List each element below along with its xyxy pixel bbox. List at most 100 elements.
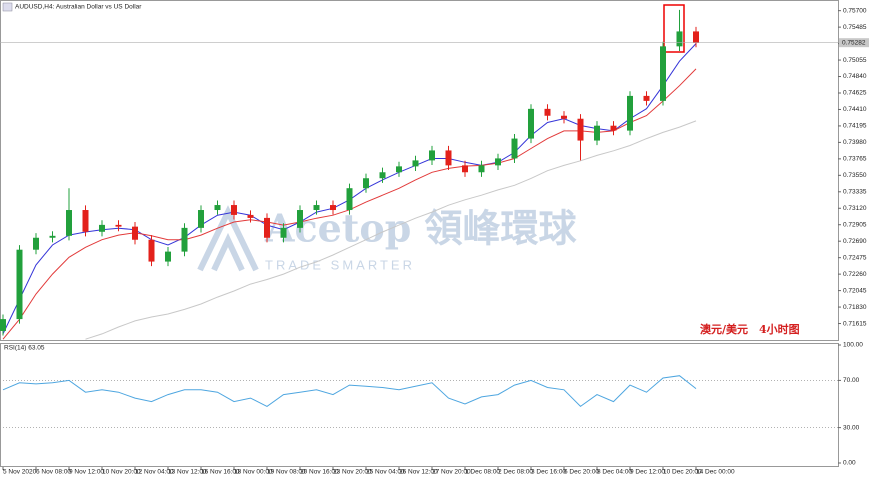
candle-body <box>115 224 122 227</box>
highlight-box <box>663 4 685 53</box>
candle-body <box>561 115 567 119</box>
candle-body <box>511 138 518 159</box>
y-tick-label: 0.72905 <box>843 221 867 228</box>
candle-body <box>231 205 237 215</box>
x-tick-label: 9 Nov 12:00 <box>69 469 104 476</box>
candle-body <box>462 165 468 173</box>
current-price-box <box>839 38 869 48</box>
watermark-sub: TRADE SMARTER <box>265 257 415 272</box>
candle-body <box>528 108 534 139</box>
symbol-icon <box>2 2 13 12</box>
candle-body <box>82 210 89 232</box>
candle-body <box>330 205 336 211</box>
x-tick-label: 14 Dec 00:00 <box>696 469 735 476</box>
y-tick-label: 0.75700 <box>843 7 867 14</box>
chart-title: AUDUSD,H4: Australian Dollar vs US Dolla… <box>15 4 142 11</box>
y-tick-label: 100.00 <box>843 342 863 349</box>
candle-body <box>594 125 600 141</box>
x-tick-label: 27 Nov 20:00 <box>432 469 471 476</box>
candle-body <box>577 118 584 141</box>
x-tick-label: 10 Nov 20:00 <box>102 469 141 476</box>
y-tick-label: 0.72690 <box>843 238 867 245</box>
candle-body <box>132 226 138 240</box>
x-tick-label: 6 Dec 20:00 <box>564 469 599 476</box>
x-tick-label: 25 Nov 04:00 <box>366 469 405 476</box>
y-tick-label: 70.00 <box>843 377 860 384</box>
candle-body <box>247 214 254 218</box>
x-tick-label: 16 Nov 16:00 <box>201 469 240 476</box>
candle-body <box>610 125 617 131</box>
candle-body <box>181 227 188 252</box>
candle-body <box>676 31 683 47</box>
candle-body <box>643 95 650 101</box>
candle-body <box>66 210 72 236</box>
y-tick-label: 0.72260 <box>843 271 867 278</box>
x-tick-label: 12 Nov 04:00 <box>135 469 174 476</box>
candle-body <box>198 210 204 228</box>
candle-body <box>495 158 501 166</box>
y-tick-label: 0.73550 <box>843 172 867 179</box>
x-tick-label: 26 Nov 12:00 <box>399 469 438 476</box>
y-tick-label: 0.75485 <box>843 24 867 31</box>
y-tick-label: 0.72045 <box>843 287 867 294</box>
rsi-frame <box>0 343 839 467</box>
y-tick-label: 0.71830 <box>843 304 867 311</box>
x-tick-label: 6 Nov 08:00 <box>36 469 71 476</box>
candle-body <box>49 235 56 238</box>
y-tick-label: 0.73120 <box>843 205 867 212</box>
candle-body <box>264 217 270 238</box>
y-tick-label: 0.74195 <box>843 123 867 130</box>
candle-body <box>429 150 435 161</box>
candle-body <box>346 188 353 211</box>
candle-body <box>297 210 303 228</box>
candle-body <box>379 172 386 179</box>
moving-average <box>85 120 697 340</box>
candle-body <box>660 46 666 101</box>
x-tick-label: 8 Dec 04:00 <box>597 469 632 476</box>
candle-body <box>445 150 452 166</box>
x-tick-label: 19 Nov 08:00 <box>267 469 306 476</box>
x-tick-label: 13 Nov 12:00 <box>168 469 207 476</box>
x-tick-label: 9 Dec 12:00 <box>630 469 665 476</box>
candle-body <box>148 239 155 262</box>
x-tick-label: 1 Dec 08:00 <box>465 469 500 476</box>
y-tick-label: 0.73765 <box>843 156 867 163</box>
watermark: Acetop 領峰環球 <box>264 206 577 251</box>
candle-body <box>280 227 287 238</box>
x-tick-label: 5 Nov 2020 <box>3 469 37 476</box>
y-tick-label: 0.00 <box>843 460 856 467</box>
candle-body <box>478 165 485 173</box>
y-tick-label: 0.74625 <box>843 90 867 97</box>
x-tick-label: 18 Nov 00:00 <box>234 469 273 476</box>
candle-body <box>363 178 369 189</box>
current-price-label: 0.75282 <box>842 39 866 46</box>
annotation: 澳元/美元 4小时图 <box>700 322 800 336</box>
candle-body <box>313 205 320 211</box>
x-tick-label: 3 Dec 16:00 <box>531 469 566 476</box>
y-tick-label: 0.75055 <box>843 57 867 64</box>
y-tick-label: 30.00 <box>843 424 860 431</box>
watermark-logo <box>197 205 259 272</box>
rsi-line <box>2 375 697 408</box>
price-frame <box>0 0 839 341</box>
candle-body <box>627 95 633 131</box>
y-tick-label: 0.71615 <box>843 320 867 327</box>
y-tick-label: 0.72475 <box>843 254 867 261</box>
y-tick-label: 0.74410 <box>843 106 867 113</box>
y-tick-label: 0.73335 <box>843 189 867 196</box>
candle-body <box>99 224 105 232</box>
candle-body <box>16 249 23 320</box>
x-tick-label: 23 Nov 20:00 <box>333 469 372 476</box>
y-tick-label: 0.74840 <box>843 73 867 80</box>
candle-body <box>544 108 551 116</box>
x-tick-label: 20 Nov 16:00 <box>300 469 339 476</box>
x-tick-label: 2 Dec 08:00 <box>498 469 533 476</box>
rsi-title: RSI(14) 63.05 <box>4 345 45 352</box>
candle-body <box>412 160 419 167</box>
y-tick-label: 0.73980 <box>843 139 867 146</box>
candle-body <box>214 205 221 211</box>
x-tick-label: 10 Dec 20:00 <box>663 469 702 476</box>
candle-body <box>33 237 39 250</box>
